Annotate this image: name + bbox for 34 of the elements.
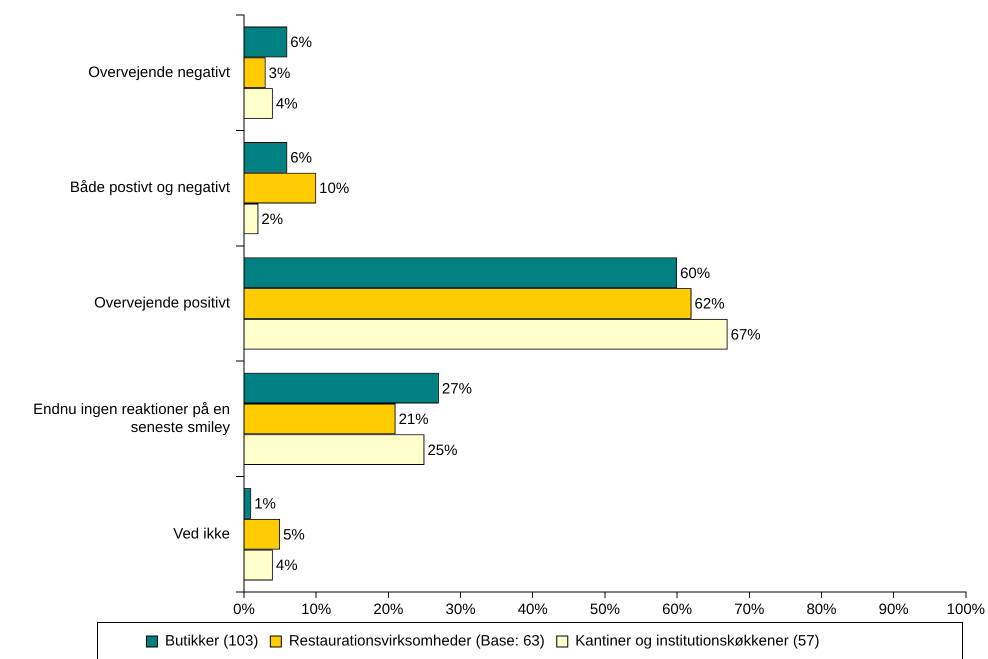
legend-label: Kantiner og institutionskøkkener (57): [575, 632, 820, 650]
legend-label: Butikker (103): [164, 632, 258, 650]
data-label: 5%: [283, 526, 305, 544]
data-label: 6%: [290, 149, 312, 166]
x-tick-label: 80%: [806, 601, 836, 618]
x-tick-label: 10%: [301, 601, 332, 618]
data-label: 62%: [694, 296, 725, 313]
x-tick-label: 90%: [878, 601, 909, 618]
y-tick-label: Endnu ingen reaktioner på en seneste smiley: [33, 401, 230, 436]
y-tick-label: Overvejende negativt: [88, 64, 231, 81]
x-tick-label: 50%: [590, 601, 620, 618]
data-label: 6%: [290, 34, 312, 52]
legend-label: Restaurationsvirksomheder (Base: 63): [288, 632, 545, 650]
x-tick-label: 20%: [373, 601, 404, 618]
x-tick-label: 70%: [734, 601, 764, 618]
x-tick-label: 60%: [662, 601, 692, 618]
x-tick-label: 40%: [518, 601, 548, 618]
data-label: 4%: [276, 557, 298, 574]
data-label: 4%: [276, 96, 298, 113]
data-label: 67%: [730, 326, 761, 344]
data-label: 1%: [254, 496, 276, 513]
data-label: 2%: [261, 211, 284, 228]
x-tick-label: 0%: [233, 601, 255, 618]
data-label: 10%: [319, 180, 350, 198]
data-label: 21%: [398, 411, 429, 428]
y-tick-label: Ved ikke: [173, 525, 230, 542]
data-label: 60%: [680, 264, 710, 282]
data-label: 25%: [427, 442, 458, 459]
y-tick-label: Både postivt og negativt: [70, 179, 231, 196]
y-tick-label: Overvejende positivt: [94, 294, 231, 312]
x-tick-label: 100%: [946, 601, 986, 618]
data-label: 27%: [442, 380, 472, 398]
x-tick-label: 30%: [446, 601, 476, 618]
data-label: 3%: [268, 64, 290, 82]
